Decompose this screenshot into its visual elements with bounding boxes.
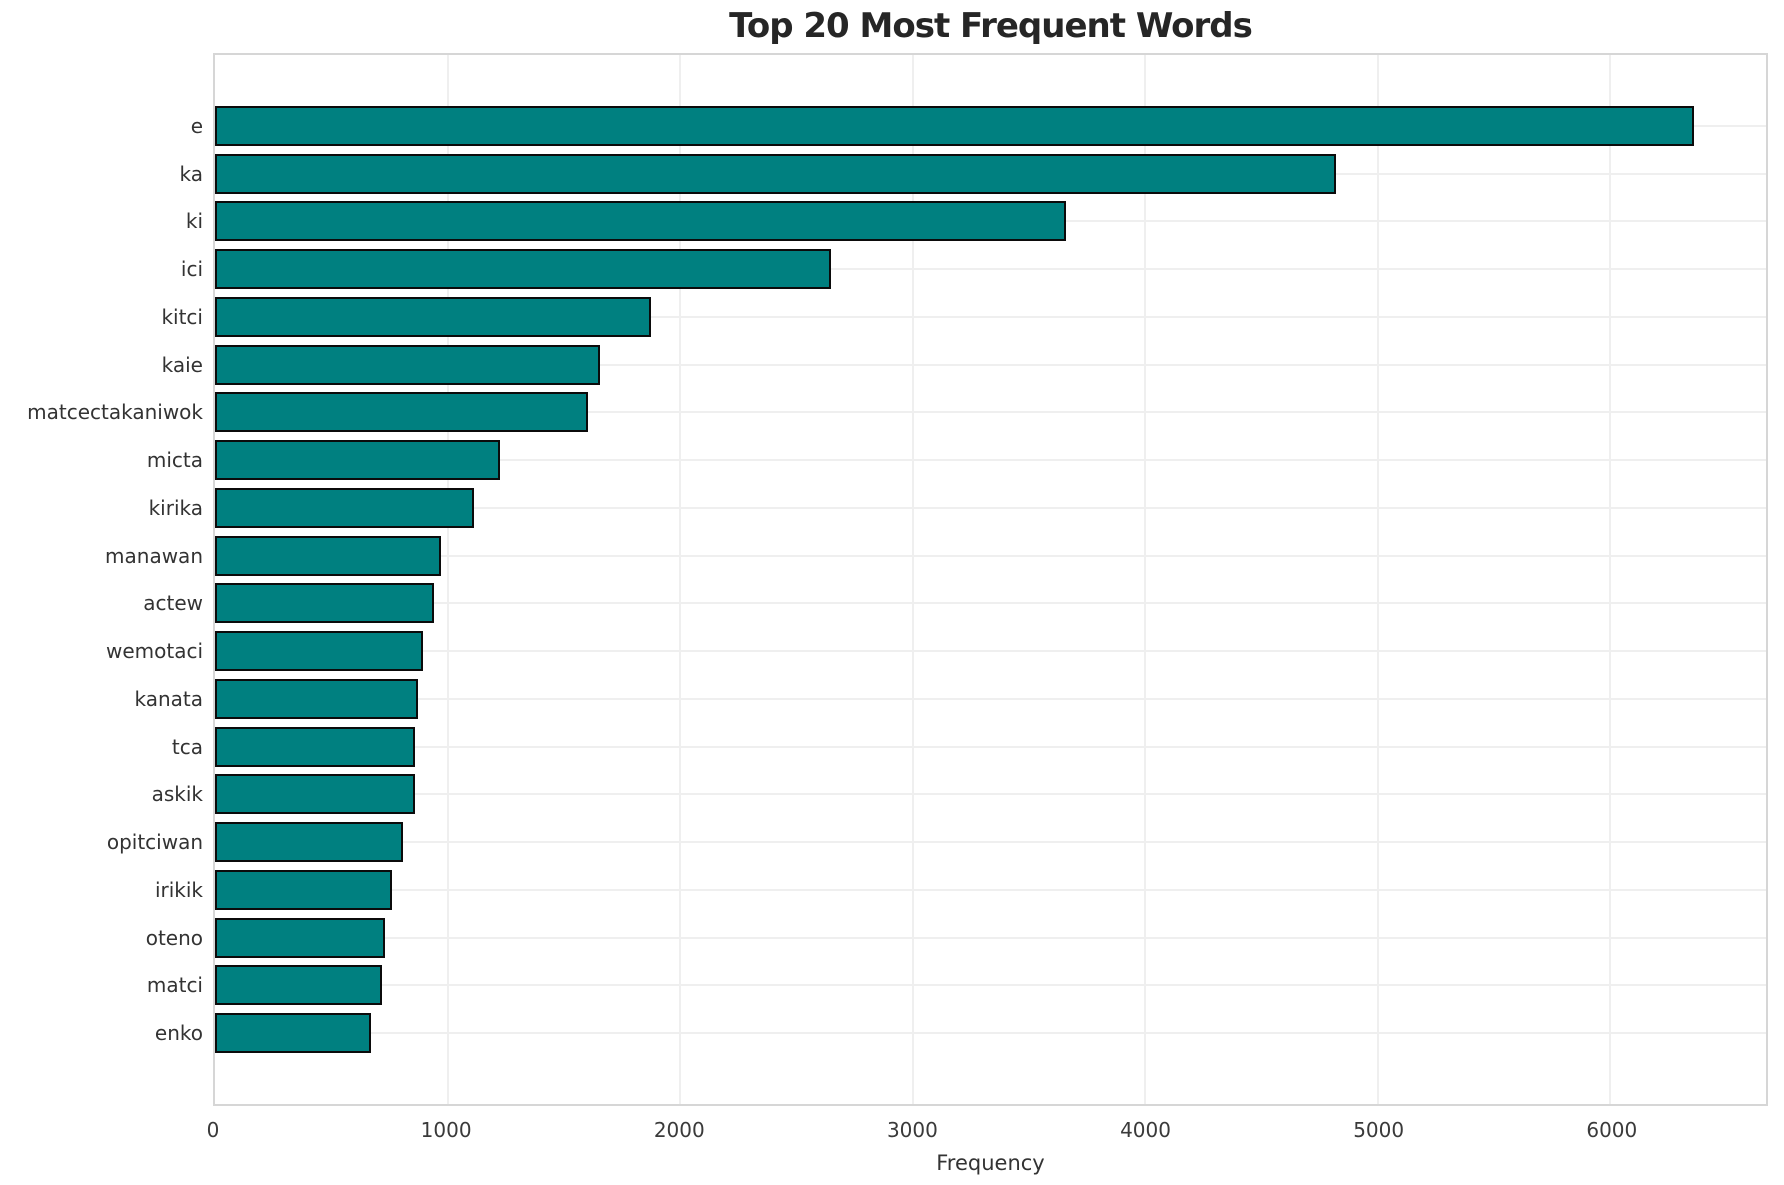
- bar: [215, 965, 383, 1006]
- bar-row: ici: [181, 245, 1766, 293]
- category-label: matci: [146, 973, 203, 998]
- chart-title: Top 20 Most Frequent Words: [729, 6, 1253, 46]
- bar: [215, 153, 1336, 194]
- category-label: actew: [143, 591, 203, 616]
- plot-area: e ka ki ici kitci kaie matcectakaniwok micta kir…: [27, 53, 1768, 1106]
- gridline-horizontal: [215, 268, 1766, 271]
- x-tick-label: 2000: [653, 1118, 705, 1142]
- x-tick-label: 0: [206, 1118, 220, 1142]
- bar-row: ki: [186, 198, 1766, 246]
- category-label: askik: [151, 782, 203, 807]
- bar-row: matcectakaniwok: [27, 389, 1766, 437]
- bar: [215, 917, 385, 958]
- gridline-horizontal: [215, 602, 1766, 605]
- bar: [215, 105, 1694, 146]
- bar: [215, 869, 392, 910]
- gridline-horizontal: [215, 506, 1766, 509]
- gridline-horizontal: [215, 984, 1766, 987]
- gridline-horizontal: [215, 793, 1766, 796]
- bar: [215, 201, 1067, 242]
- bar-row: opitciwan: [107, 818, 1766, 866]
- gridline-vertical: [1609, 55, 1612, 1104]
- bar-row: kirika: [149, 484, 1766, 532]
- category-label: oteno: [145, 925, 203, 950]
- gridline-horizontal: [215, 315, 1766, 318]
- bar-row: tca: [172, 723, 1766, 771]
- x-tick-label: 4000: [1120, 1118, 1171, 1142]
- gridline-vertical: [1144, 55, 1147, 1104]
- bar: [215, 822, 404, 863]
- bar-rows-container: e ka ki ici kitci kaie matcectakaniwok micta kir…: [27, 55, 1766, 1104]
- gridline-vertical: [446, 55, 449, 1104]
- x-tick-label: 5000: [1353, 1118, 1405, 1142]
- gridline-horizontal: [215, 459, 1766, 462]
- x-tick-label: 6000: [1586, 1118, 1638, 1142]
- bar: [215, 631, 424, 672]
- bar-row: kitci: [161, 293, 1766, 341]
- bar-row: actew: [143, 580, 1766, 628]
- bar-row: manawan: [105, 532, 1766, 580]
- bar: [215, 583, 435, 624]
- bar: [215, 344, 600, 385]
- x-tick-label: 3000: [886, 1118, 938, 1142]
- bar-row: e: [191, 102, 1766, 150]
- category-label: tca: [171, 734, 203, 759]
- x-axis-label: Frequency: [936, 1151, 1045, 1175]
- bar: [215, 1013, 371, 1054]
- category-label: kanata: [134, 686, 203, 711]
- gridline-horizontal: [215, 936, 1766, 939]
- x-tick-label: 1000: [420, 1118, 472, 1142]
- bar-row: ka: [180, 150, 1766, 198]
- bar-row: kanata: [134, 675, 1766, 723]
- category-label: matcectakaniwok: [27, 400, 203, 425]
- gridline-horizontal: [215, 650, 1766, 653]
- category-label: e: [190, 113, 203, 138]
- gridline-horizontal: [215, 697, 1766, 700]
- bar: [215, 440, 500, 481]
- category-label: ki: [185, 209, 203, 234]
- bar: [215, 392, 589, 433]
- bar: [215, 774, 415, 815]
- bar: [215, 249, 832, 290]
- bar-row: irikik: [155, 866, 1766, 914]
- category-label: irikik: [154, 877, 203, 902]
- bar-row: wemotaci: [106, 627, 1766, 675]
- bar-row: askik: [152, 771, 1766, 819]
- category-label: enko: [154, 1021, 203, 1046]
- bar-row: enko: [155, 1009, 1766, 1057]
- bar: [215, 487, 474, 528]
- gridline-horizontal: [215, 363, 1766, 366]
- category-label: ka: [179, 161, 204, 186]
- x-axis-ticks: 0 1000 2000 3000 4000 5000 6000: [207, 1118, 1768, 1146]
- bar-row: oteno: [146, 914, 1766, 962]
- gridline-vertical: [1376, 55, 1379, 1104]
- gridline-vertical: [911, 55, 914, 1104]
- gridline-horizontal: [215, 888, 1766, 891]
- bar: [215, 535, 441, 576]
- bar-row: kaie: [162, 341, 1766, 389]
- category-label: kirika: [148, 495, 203, 520]
- bar-row: matci: [147, 962, 1766, 1010]
- category-label: manawan: [105, 543, 203, 568]
- gridline-horizontal: [215, 411, 1766, 414]
- gridline-horizontal: [215, 745, 1766, 748]
- bar-row: micta: [147, 436, 1766, 484]
- bar: [215, 296, 651, 337]
- bar: [215, 726, 416, 767]
- category-label: ici: [180, 257, 203, 282]
- gridline-horizontal: [215, 1032, 1766, 1035]
- category-label: kitci: [161, 304, 203, 329]
- bar: [215, 678, 419, 719]
- gridline-vertical: [679, 55, 682, 1104]
- category-label: opitciwan: [106, 830, 203, 855]
- category-label: micta: [146, 448, 203, 473]
- category-label: kaie: [161, 352, 203, 377]
- gridline-horizontal: [215, 554, 1766, 557]
- gridline-horizontal: [215, 841, 1766, 844]
- category-label: wemotaci: [105, 639, 203, 664]
